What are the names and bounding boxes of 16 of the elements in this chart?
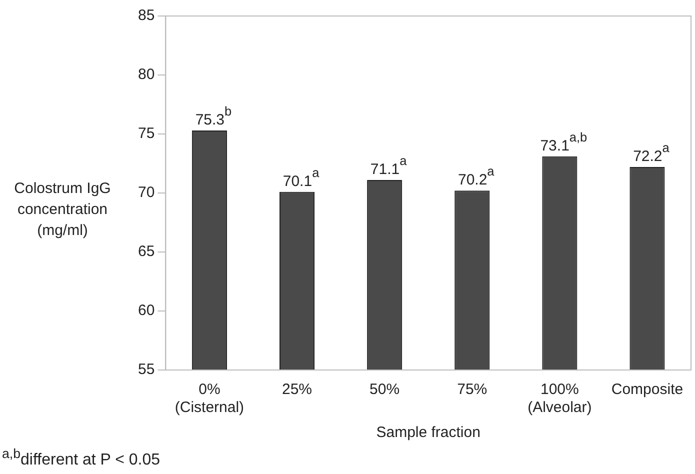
text: $^{a,b}$different at P < 0.05: [2, 446, 160, 470]
x-tick-label: 0% (Cisternal): [174, 381, 244, 416]
y-tick-label: 65: [138, 243, 155, 260]
x-tick-label: 25%: [282, 381, 312, 398]
y-tick-label: 75: [138, 125, 155, 142]
y-tick-label: 70: [138, 184, 155, 202]
x-tick-label: Composite: [611, 381, 684, 398]
x-tick-label: 100% (Alveolar): [528, 381, 592, 416]
y-tick-label: 60: [138, 302, 155, 320]
y-axis-title: Colostrum IgG concentration (mg/ml): [13, 179, 112, 241]
y-tick-label: 80: [138, 66, 155, 84]
x-tick-label: 75%: [457, 381, 488, 398]
y-tick-label: 55: [138, 361, 155, 378]
y-tick-label: 85: [138, 7, 155, 24]
x-tick-label: 50%: [370, 381, 400, 398]
x-axis-title: Sample fraction: [376, 424, 480, 442]
